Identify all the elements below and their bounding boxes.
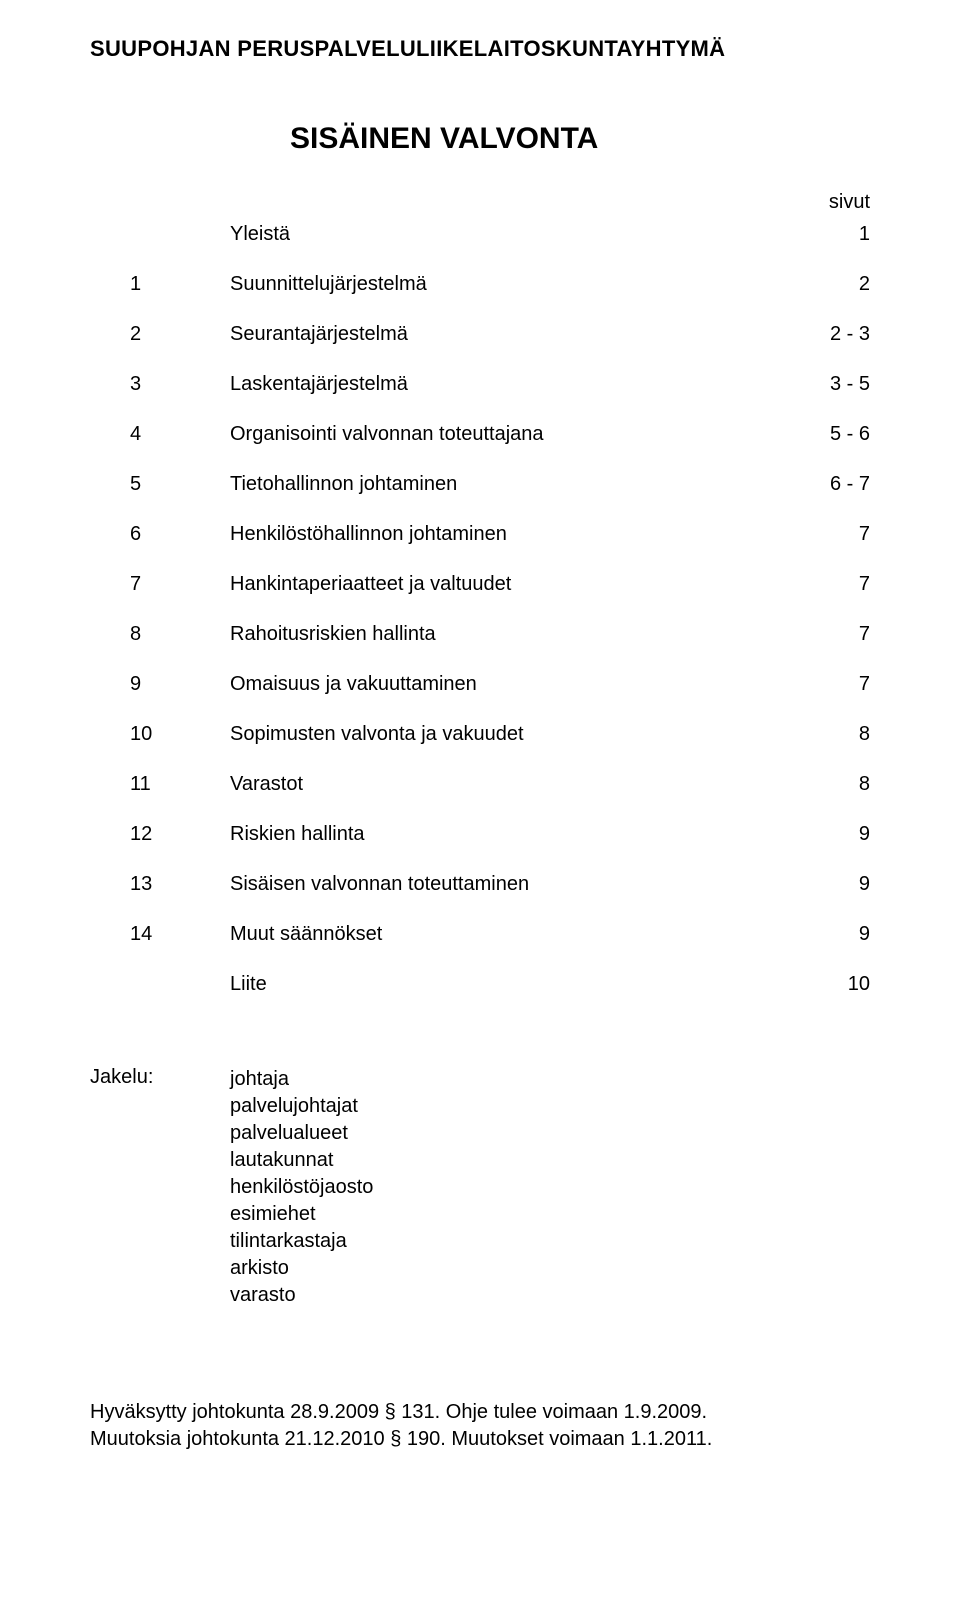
toc-page: 8 (770, 772, 870, 796)
toc-row: 13 Sisäisen valvonnan toteuttaminen 9 (130, 872, 870, 896)
toc-row: 11 Varastot 8 (130, 772, 870, 796)
toc-page: 3 - 5 (770, 372, 870, 396)
toc-label: Organisointi valvonnan toteuttajana (230, 422, 770, 446)
toc-num: 5 (130, 472, 230, 496)
footer-line: Hyväksytty johtokunta 28.9.2009 § 131. O… (90, 1399, 870, 1426)
toc-row: 7 Hankintaperiaatteet ja valtuudet 7 (130, 572, 870, 596)
jakelu-item: palvelujohtajat (230, 1093, 373, 1120)
toc-row: 2 Seurantajärjestelmä 2 - 3 (130, 322, 870, 346)
toc-num: 3 (130, 372, 230, 396)
toc-num: 11 (130, 772, 230, 796)
toc-page: 7 (770, 522, 870, 546)
toc-num: 13 (130, 872, 230, 896)
toc-label: Henkilöstöhallinnon johtaminen (230, 522, 770, 546)
jakelu-item: esimiehet (230, 1201, 373, 1228)
jakelu-item: johtaja (230, 1066, 373, 1093)
toc-row: 6 Henkilöstöhallinnon johtaminen 7 (130, 522, 870, 546)
toc-page: 9 (770, 822, 870, 846)
toc-num: 10 (130, 722, 230, 746)
toc-num: 9 (130, 672, 230, 696)
toc-row: 12 Riskien hallinta 9 (130, 822, 870, 846)
toc-label: Riskien hallinta (230, 822, 770, 846)
toc-label: Tietohallinnon johtaminen (230, 472, 770, 496)
jakelu-label: Jakelu: (90, 1066, 230, 1309)
toc-num: 12 (130, 822, 230, 846)
toc-page: 6 - 7 (770, 472, 870, 496)
jakelu-list: johtaja palvelujohtajat palvelualueet la… (230, 1066, 373, 1309)
toc-page: 7 (770, 572, 870, 596)
toc-row: 14 Muut säännökset 9 (130, 922, 870, 946)
toc-label: Varastot (230, 772, 770, 796)
toc-num: 4 (130, 422, 230, 446)
toc-page: 9 (770, 872, 870, 896)
toc-num: 2 (130, 322, 230, 346)
jakelu-item: lautakunnat (230, 1147, 373, 1174)
toc-label: Muut säännökset (230, 922, 770, 946)
toc-num: 14 (130, 922, 230, 946)
jakelu-item: arkisto (230, 1255, 373, 1282)
sivut-label: sivut (770, 190, 870, 214)
toc-num: 6 (130, 522, 230, 546)
approval-footer: Hyväksytty johtokunta 28.9.2009 § 131. O… (90, 1399, 870, 1453)
toc-page: 9 (770, 922, 870, 946)
org-header: SUUPOHJAN PERUSPALVELULIIKELAITOSKUNTAYH… (90, 36, 870, 62)
toc-row: 8 Rahoitusriskien hallinta 7 (130, 622, 870, 646)
toc-label: Omaisuus ja vakuuttaminen (230, 672, 770, 696)
jakelu-item: henkilöstöjaosto (230, 1174, 373, 1201)
toc-label: Yleistä (230, 222, 770, 246)
toc-num: 1 (130, 272, 230, 296)
toc-label: Suunnittelujärjestelmä (230, 272, 770, 296)
toc-row: 5 Tietohallinnon johtaminen 6 - 7 (130, 472, 870, 496)
toc-page: 7 (770, 622, 870, 646)
table-of-contents: sivut Yleistä 1 1 Suunnittelujärjestelmä… (130, 190, 870, 996)
toc-page: 10 (770, 972, 870, 996)
toc-num: 8 (130, 622, 230, 646)
footer-line: Muutoksia johtokunta 21.12.2010 § 190. M… (90, 1426, 870, 1453)
toc-page: 7 (770, 672, 870, 696)
toc-row: 4 Organisointi valvonnan toteuttajana 5 … (130, 422, 870, 446)
toc-page: 2 - 3 (770, 322, 870, 346)
toc-num: 7 (130, 572, 230, 596)
toc-sivut-row: sivut (130, 190, 870, 214)
toc-label: Rahoitusriskien hallinta (230, 622, 770, 646)
jakelu-item: palvelualueet (230, 1120, 373, 1147)
toc-page: 1 (770, 222, 870, 246)
toc-label: Sisäisen valvonnan toteuttaminen (230, 872, 770, 896)
toc-label: Seurantajärjestelmä (230, 322, 770, 346)
toc-label: Hankintaperiaatteet ja valtuudet (230, 572, 770, 596)
toc-row: 1 Suunnittelujärjestelmä 2 (130, 272, 870, 296)
toc-liite-row: Liite 10 (130, 972, 870, 996)
jakelu-item: varasto (230, 1282, 373, 1309)
jakelu-item: tilintarkastaja (230, 1228, 373, 1255)
toc-row: 9 Omaisuus ja vakuuttaminen 7 (130, 672, 870, 696)
toc-page: 2 (770, 272, 870, 296)
distribution-block: Jakelu: johtaja palvelujohtajat palvelua… (90, 1066, 870, 1309)
toc-label: Sopimusten valvonta ja vakuudet (230, 722, 770, 746)
toc-page: 8 (770, 722, 870, 746)
toc-label: Laskentajärjestelmä (230, 372, 770, 396)
toc-page: 5 - 6 (770, 422, 870, 446)
toc-label: Liite (230, 972, 770, 996)
toc-row: 3 Laskentajärjestelmä 3 - 5 (130, 372, 870, 396)
toc-row: 10 Sopimusten valvonta ja vakuudet 8 (130, 722, 870, 746)
toc-intro-row: Yleistä 1 (130, 222, 870, 246)
document-title: SISÄINEN VALVONTA (290, 122, 870, 156)
